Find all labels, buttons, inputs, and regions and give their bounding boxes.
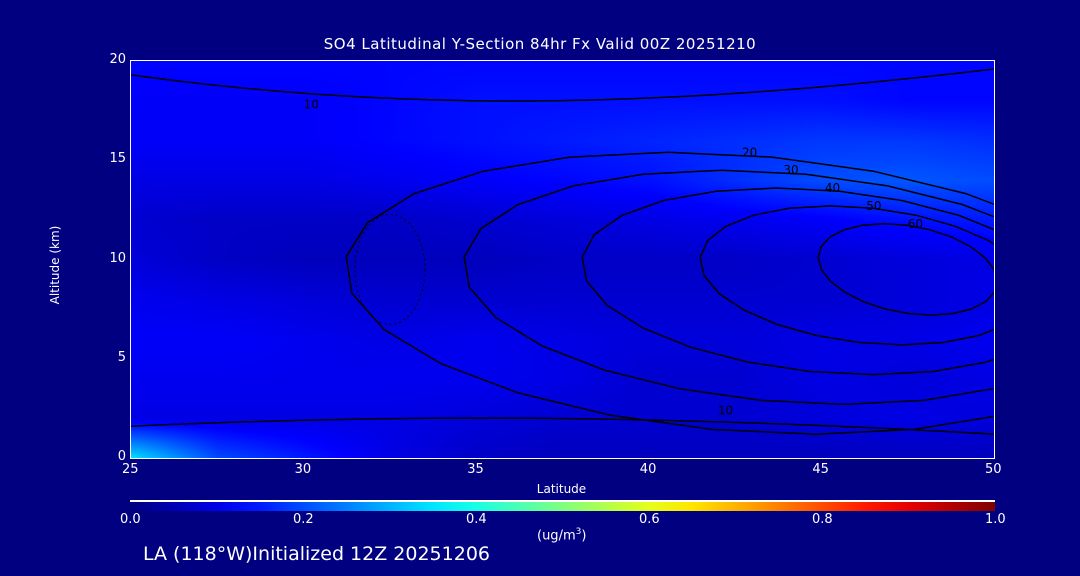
units-text: (ug/m (537, 528, 576, 544)
colorbar-tick-label: 0.2 (293, 512, 314, 527)
contour-label: 50 (866, 199, 881, 213)
contour-label: 40 (825, 181, 840, 195)
contour-line-50 (699, 205, 994, 346)
contour-label: 10 (718, 403, 733, 417)
contour-label: 10 (304, 98, 319, 112)
y-tick-label: 0 (117, 449, 126, 464)
chart-title: SO4 Latitudinal Y-Section 84hr Fx Valid … (323, 35, 757, 53)
x-tick-label: 30 (294, 462, 312, 477)
x-tick-label: 40 (639, 462, 657, 477)
units-suffix: ) (581, 528, 587, 544)
contour-line-60 (817, 223, 994, 316)
concentration-field (131, 61, 994, 458)
contour-label: 20 (742, 145, 757, 159)
contour-line-10 (131, 68, 994, 102)
x-tick-label: 50 (985, 462, 1002, 477)
y-axis-label: Altitude (km) (48, 225, 62, 305)
footer-info: LA (118°W)Initialized 12Z 20251206 (143, 543, 490, 565)
colorbar (130, 500, 995, 511)
contour-line-10 (131, 417, 994, 435)
x-tick-label: 25 (122, 462, 139, 477)
colorbar-tick-label: 1.0 (985, 512, 1006, 527)
colorbar-tick-label: 0.0 (120, 512, 141, 527)
y-tick-label: 20 (109, 52, 126, 67)
contour-line-20 (345, 151, 994, 435)
contour-line-30 (463, 169, 994, 406)
colorbar-tick-label: 0.8 (812, 512, 833, 527)
x-tick-label: 35 (467, 462, 484, 477)
colorbar-tick-label: 0.4 (466, 512, 487, 527)
contour-label: 30 (783, 163, 798, 177)
colorbar-units: (ug/m3) (537, 527, 586, 543)
y-tick-label: 10 (109, 250, 126, 266)
plot-area: 60 50 40 30 20 10 10 (130, 60, 995, 459)
y-tick-label: 15 (109, 151, 126, 167)
y-tick-label: 5 (117, 349, 126, 365)
units-sup: 3 (575, 527, 582, 537)
colorbar-tick-label: 0.6 (639, 512, 660, 527)
x-axis-label: Latitude (536, 482, 587, 496)
x-tick-label: 45 (812, 462, 829, 477)
contour-line-40 (581, 187, 994, 376)
contour-line-minor (354, 213, 426, 325)
